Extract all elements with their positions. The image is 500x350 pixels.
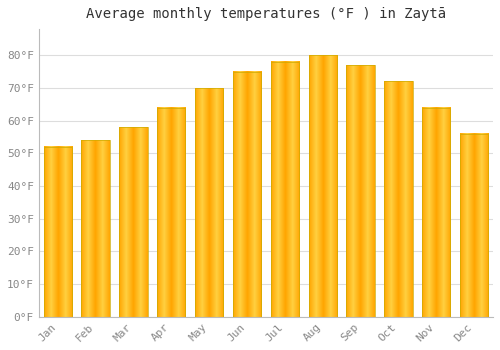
- Bar: [346, 65, 375, 317]
- Bar: [119, 127, 148, 317]
- Bar: [422, 107, 450, 317]
- Bar: [384, 81, 412, 317]
- Bar: [233, 71, 261, 317]
- Bar: [270, 62, 299, 317]
- Bar: [44, 147, 72, 317]
- Title: Average monthly temperatures (°F ) in Zaytā: Average monthly temperatures (°F ) in Za…: [86, 7, 446, 21]
- Bar: [195, 88, 224, 317]
- Bar: [308, 55, 337, 317]
- Bar: [82, 140, 110, 317]
- Bar: [157, 107, 186, 317]
- Bar: [460, 134, 488, 317]
